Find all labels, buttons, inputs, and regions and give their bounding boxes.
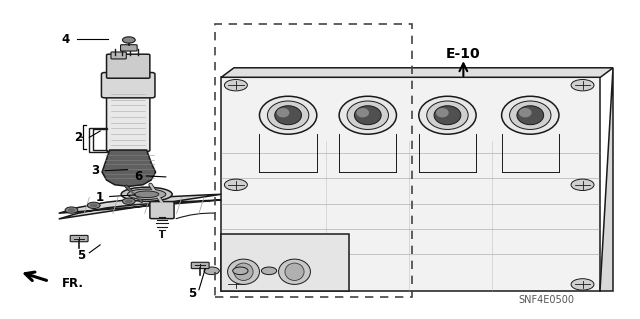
Ellipse shape — [419, 96, 476, 134]
Ellipse shape — [134, 191, 159, 197]
Circle shape — [88, 202, 100, 209]
Text: 5: 5 — [188, 287, 196, 300]
Ellipse shape — [427, 101, 468, 130]
FancyBboxPatch shape — [106, 54, 150, 78]
Circle shape — [68, 208, 76, 212]
Text: 5: 5 — [77, 249, 85, 263]
Text: FR.: FR. — [62, 277, 84, 290]
FancyBboxPatch shape — [150, 202, 174, 219]
Text: 3: 3 — [92, 164, 100, 177]
FancyBboxPatch shape — [191, 262, 209, 269]
Ellipse shape — [339, 96, 396, 134]
Polygon shape — [221, 77, 600, 291]
Text: 4: 4 — [61, 33, 69, 46]
Circle shape — [261, 267, 276, 275]
Ellipse shape — [259, 96, 317, 134]
Circle shape — [65, 207, 78, 213]
Ellipse shape — [347, 101, 388, 130]
Ellipse shape — [519, 108, 532, 117]
Ellipse shape — [434, 106, 461, 125]
Ellipse shape — [276, 108, 289, 117]
Ellipse shape — [234, 263, 253, 280]
Text: 6: 6 — [134, 170, 143, 183]
FancyBboxPatch shape — [221, 234, 349, 291]
Polygon shape — [221, 68, 613, 77]
Ellipse shape — [278, 259, 310, 285]
Polygon shape — [600, 68, 613, 291]
FancyBboxPatch shape — [101, 72, 155, 98]
Circle shape — [571, 179, 594, 190]
Ellipse shape — [121, 187, 172, 201]
Ellipse shape — [228, 259, 259, 285]
Polygon shape — [102, 150, 156, 186]
Circle shape — [125, 199, 132, 203]
Circle shape — [225, 179, 247, 190]
Polygon shape — [59, 194, 221, 219]
Ellipse shape — [517, 106, 543, 125]
Ellipse shape — [502, 96, 559, 134]
Ellipse shape — [268, 101, 309, 130]
Text: 2: 2 — [74, 131, 82, 144]
Ellipse shape — [275, 106, 301, 125]
FancyBboxPatch shape — [120, 45, 137, 51]
Ellipse shape — [127, 189, 166, 199]
Ellipse shape — [509, 101, 551, 130]
FancyBboxPatch shape — [106, 88, 150, 152]
FancyBboxPatch shape — [111, 52, 126, 59]
Ellipse shape — [436, 108, 449, 117]
Circle shape — [233, 267, 248, 275]
Ellipse shape — [285, 263, 304, 280]
Circle shape — [122, 198, 135, 204]
Circle shape — [122, 37, 135, 43]
Circle shape — [90, 204, 98, 207]
Circle shape — [225, 79, 247, 91]
Circle shape — [571, 279, 594, 290]
Ellipse shape — [356, 108, 369, 117]
Text: SNF4E0500: SNF4E0500 — [518, 295, 574, 305]
Text: 1: 1 — [96, 191, 104, 204]
Circle shape — [225, 279, 247, 290]
Circle shape — [571, 79, 594, 91]
Bar — [215, 24, 412, 297]
Circle shape — [204, 267, 220, 275]
FancyBboxPatch shape — [70, 235, 88, 242]
Ellipse shape — [355, 106, 381, 125]
Text: E-10: E-10 — [446, 47, 481, 61]
